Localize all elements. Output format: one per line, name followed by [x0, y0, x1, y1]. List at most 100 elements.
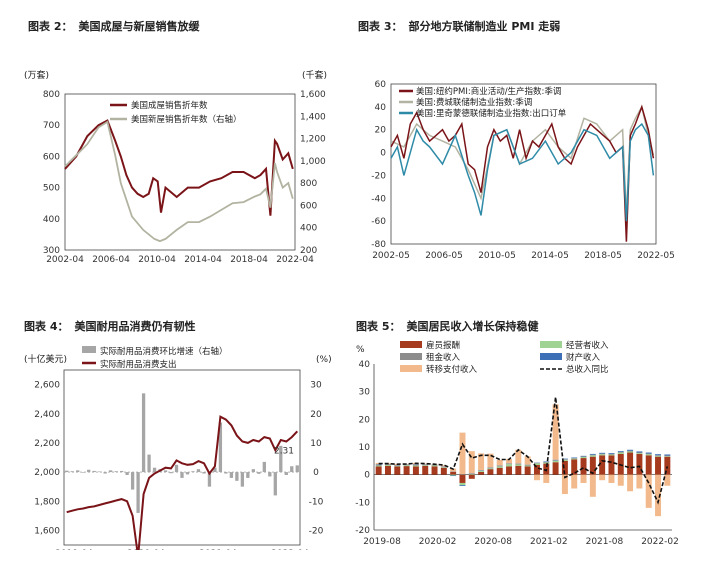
- left-axis-unit: (十亿美元): [24, 353, 67, 365]
- stacked-bar-segment: [450, 475, 457, 477]
- y-left-tick: 700: [43, 121, 60, 131]
- bar: [109, 470, 113, 473]
- stacked-bar-segment: [422, 465, 429, 466]
- stacked-bar-segment: [636, 452, 643, 454]
- stacked-bar-segment: [524, 456, 531, 465]
- bar: [65, 470, 69, 473]
- y-tick: 0: [364, 471, 370, 481]
- legend-swatch-4: [540, 353, 562, 360]
- y-tick: 30: [359, 388, 371, 398]
- bar: [147, 454, 151, 473]
- y-right-tick: 10: [310, 439, 322, 449]
- stacked-bar-segment: [636, 453, 643, 475]
- stacked-bar-segment: [384, 464, 391, 466]
- bar: [218, 422, 223, 473]
- stacked-bar-segment: [627, 451, 634, 453]
- y-axis-unit: %: [356, 345, 365, 355]
- series-line-1: [64, 119, 294, 216]
- legend-label-2: 经营者收入: [566, 340, 609, 351]
- bar: [141, 393, 146, 473]
- legend-label-3: 美国:里奇蒙德联储制造业指数:出口订单: [416, 108, 567, 119]
- legend-label-3: 租金收入: [426, 352, 461, 363]
- stacked-bar-segment: [552, 459, 559, 461]
- legend-label-1: 美国成屋销售折年数: [131, 100, 208, 111]
- stacked-bar-segment: [394, 465, 401, 467]
- stacked-bar-segment: [478, 471, 485, 475]
- y-left-tick: 1,800: [34, 497, 60, 507]
- stacked-bar-segment: [394, 466, 401, 475]
- y-tick: 40: [375, 103, 387, 113]
- bar: [235, 472, 239, 481]
- stacked-bar-segment: [664, 456, 671, 475]
- stacked-bar-segment: [664, 474, 671, 486]
- x-tick: 2021-02: [530, 537, 568, 547]
- y-right-tick: 200: [300, 246, 317, 256]
- stacked-bar-segment: [468, 474, 475, 475]
- stacked-bar-segment: [459, 474, 466, 475]
- stacked-bar-segment: [533, 463, 540, 465]
- bar: [213, 467, 217, 473]
- legend-swatch-3: [400, 353, 422, 360]
- stacked-bar-segment: [655, 455, 662, 457]
- stacked-bar-segment: [478, 470, 485, 471]
- stacked-bar-segment: [524, 466, 531, 475]
- y-tick: -40: [371, 194, 386, 204]
- stacked-bar-segment: [422, 463, 429, 465]
- x-tick: 2002-04: [46, 255, 84, 265]
- bar: [224, 472, 228, 474]
- stacked-bar-segment: [543, 474, 550, 483]
- stacked-bar-segment: [431, 465, 438, 467]
- stacked-bar-segment: [571, 458, 578, 459]
- stacked-bar-segment: [552, 462, 559, 475]
- y-right-tick: 600: [300, 201, 317, 211]
- bar: [295, 465, 299, 473]
- stacked-bar-segment: [608, 453, 615, 454]
- bar: [87, 469, 91, 473]
- y-tick: 40: [359, 360, 371, 370]
- bar: [290, 466, 294, 473]
- stacked-bar-segment: [515, 464, 522, 466]
- chart-durable-goods: (十亿美元) (%) 2,600 2,400 2,200 2,000 1,800 1,600 3…: [24, 346, 332, 550]
- stacked-bar-segment: [608, 454, 615, 456]
- stacked-bar-segment: [375, 465, 382, 467]
- legend-label-1: 美国:纽约PMI:商业活动/生产指数:季调: [416, 86, 561, 97]
- bar: [202, 472, 206, 474]
- legend-swatch-5: [400, 365, 422, 372]
- stacked-bar-segment: [645, 455, 652, 475]
- right-axis-unit: (千套): [302, 69, 327, 81]
- stacked-bar-segment: [552, 404, 559, 460]
- legend-label-2: 美国新屋销售折年数（右轴）: [131, 114, 242, 125]
- figure-5-title: 图表 5： 美国居民收入增长保持稳健: [356, 320, 539, 333]
- y-left-tick: 500: [43, 184, 60, 194]
- stacked-bar-segment: [450, 468, 457, 472]
- stacked-bar-segment: [468, 473, 475, 475]
- last-value-label: 2.31: [274, 446, 294, 456]
- y-left-tick: 2,400: [34, 410, 60, 420]
- y-right-tick: 30: [310, 381, 322, 391]
- stacked-bar-segment: [384, 465, 391, 475]
- stacked-bar-segment: [487, 453, 494, 468]
- stacked-bar-segment: [627, 449, 634, 451]
- stacked-bar-segment: [571, 459, 578, 475]
- stacked-bar-segment: [431, 466, 438, 475]
- x-tick: 2022-02: [641, 537, 679, 547]
- stacked-bar-segment: [608, 455, 615, 475]
- stacked-bar-segment: [515, 449, 522, 464]
- y-left-tick: 800: [43, 90, 60, 100]
- stacked-bar-segment: [384, 464, 391, 465]
- y-right-tick: 1,000: [300, 157, 326, 167]
- y-left-tick: 1,600: [34, 526, 60, 536]
- legend-label-1: 实际耐用品消费环比增速（右轴）: [100, 346, 228, 357]
- stacked-bar-segment: [599, 452, 606, 454]
- chart-housing-sales: (万套) (千套) 800 700 600 500 400 300 1,600 1,400 1,20…: [24, 69, 327, 265]
- y-right-tick: 400: [300, 224, 317, 234]
- legend-label-1: 雇员报酬: [426, 340, 460, 351]
- stacked-bar-segment: [561, 460, 568, 475]
- y-tick: 20: [375, 126, 387, 136]
- stacked-bar-segment: [645, 474, 652, 508]
- stacked-bar-segment: [403, 465, 410, 467]
- x-tick: 2019-04: [55, 549, 93, 550]
- stacked-bar-segment: [440, 467, 447, 475]
- x-tick: 2002-05: [372, 251, 410, 261]
- bar: [163, 470, 168, 473]
